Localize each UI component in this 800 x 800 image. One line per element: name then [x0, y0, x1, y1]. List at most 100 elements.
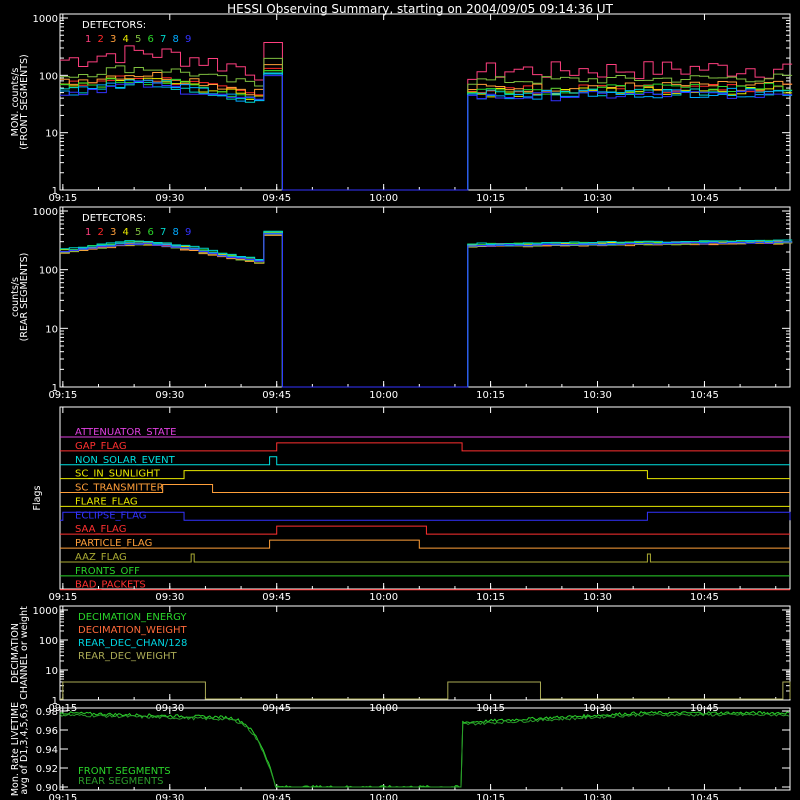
series-line-detector-7 — [60, 230, 793, 388]
y-tick-label: 0.96 — [36, 726, 58, 737]
legend-title: DETECTORS: — [82, 213, 146, 224]
legend-item-front-segments: FRONT SEGMENTS — [78, 766, 171, 777]
x-tick-label: 10:00 — [369, 193, 398, 204]
x-tick-label: 10:30 — [583, 390, 612, 401]
y-tick-label: 1000 — [33, 14, 58, 25]
legend-item-detector-6: 6 — [148, 34, 154, 45]
x-tick-label: 09:15 — [48, 390, 77, 401]
series-line-detector-9 — [60, 75, 793, 191]
legend-item-detector-2: 2 — [98, 34, 104, 45]
x-tick-label: 10:45 — [690, 390, 719, 401]
panel-flags-frame — [59, 406, 791, 590]
flag-line-saa-flag — [60, 525, 790, 535]
legend-item-detector-1: 1 — [85, 227, 91, 238]
legend-item-detector-5: 5 — [135, 34, 141, 45]
y-tick-label: 1000 — [33, 207, 58, 218]
series-line-detector-8 — [60, 73, 793, 191]
x-tick-label: 09:30 — [155, 793, 184, 800]
series-line-detector-9 — [60, 233, 793, 388]
y-axis-label: avg of D1,3,4,5,6,9 — [19, 703, 30, 794]
y-axis-label: DECIMATION — [10, 623, 21, 683]
y-tick-label: 100 — [39, 636, 58, 647]
panel-decim: 09:15 09:30 09:45 10:00 10:15 10:30 10:45DECIM… — [10, 605, 791, 714]
x-tick-label: 10:00 — [369, 390, 398, 401]
y-tick-label: 0.92 — [36, 764, 58, 775]
series-line-detector-1 — [60, 232, 793, 388]
panel-livetime-frame — [59, 707, 791, 791]
flag-label-aaz-flag: AAZ_FLAG — [75, 552, 127, 563]
x-tick-label: 09:30 — [155, 390, 184, 401]
x-tick-label: 09:15 — [48, 193, 77, 204]
flag-label-fronts-off: FRONTS_OFF — [75, 566, 140, 577]
y-axis-label: MON. counts/s — [10, 68, 21, 137]
x-tick-label: 09:15 — [48, 793, 77, 800]
legend-item-detector-7: 7 — [160, 227, 166, 238]
x-tick-label: 10:00 — [369, 592, 398, 603]
x-tick-label: 10:30 — [583, 793, 612, 800]
panel-livetime: 09:15 09:30 09:45 10:00 10:15 10:30 10:45 Mon. … — [10, 702, 791, 800]
panel-decim-frame — [59, 605, 791, 701]
series-line-detector-3 — [60, 64, 793, 191]
y-tick-label: 10 — [45, 324, 58, 335]
series-line-detector-4 — [60, 232, 793, 388]
x-tick-label: 10:30 — [583, 193, 612, 204]
x-tick-label: 10:45 — [690, 193, 719, 204]
series-line-detector-8 — [60, 232, 793, 388]
y-tick-label: 0.94 — [36, 745, 58, 756]
series-line-detector-6 — [60, 231, 793, 388]
flag-label-non-solar-event: NON_SOLAR_EVENT — [75, 455, 176, 466]
flag-line-eclipse-flag — [60, 511, 791, 521]
y-tick-label: 10 — [45, 129, 58, 140]
legend-item-detector-4: 4 — [123, 34, 129, 45]
x-tick-label: 10:30 — [583, 592, 612, 603]
y-tick-label: 100 — [39, 266, 58, 277]
series-line-detector-5 — [60, 234, 793, 388]
x-tick-label: 09:45 — [262, 793, 291, 800]
y-tick-label: 1 — [52, 696, 58, 707]
flag-label-particle-flag: PARTICLE_FLAG — [75, 538, 152, 549]
y-tick-label: 1 — [52, 186, 58, 197]
flag-label-eclipse-flag: ECLIPSE_FLAG — [75, 510, 146, 521]
legend-item-detector-6: 6 — [148, 227, 154, 238]
y-tick-label: 1 — [52, 383, 58, 394]
legend-item-detector-1: 1 — [85, 34, 91, 45]
x-tick-label: 10:15 — [476, 793, 505, 800]
y-axis-label: (FRONT SEGMENTS) — [19, 54, 30, 149]
legend-item-rear-dec-weight: REAR_DEC_WEIGHT — [78, 651, 177, 662]
legend-item-decimation-weight: DECIMATION_WEIGHT — [78, 625, 187, 636]
y-axis-label: counts/s — [10, 277, 21, 317]
legend-item-decimation-energy: DECIMATION_ENERGY — [78, 612, 187, 623]
flag-label-saa-flag: SAA_FLAG — [75, 524, 126, 535]
x-tick-label: 09:15 — [48, 592, 77, 603]
x-tick-label: 09:45 — [262, 390, 291, 401]
x-tick-label: 10:15 — [476, 592, 505, 603]
legend-item-detector-3: 3 — [110, 34, 116, 45]
legend-title: DETECTORS: — [82, 20, 146, 31]
series-line-detector-1 — [60, 41, 793, 191]
flag-line-gap-flag — [60, 442, 790, 452]
panel-front-frame — [59, 13, 791, 191]
legend-item-detector-5: 5 — [135, 227, 141, 238]
panel-rear: 09:15 09:30 09:45 10:00 10:15 10:30 10:45 count… — [10, 206, 793, 401]
legend-item-detector-8: 8 — [173, 227, 179, 238]
series-line-detector-2 — [60, 233, 793, 388]
y-tick-label: 0.90 — [36, 783, 58, 794]
legend-item-detector-7: 7 — [160, 34, 166, 45]
legend-item-rear-segments: REAR SEGMENTS — [78, 776, 164, 787]
x-tick-label: 09:30 — [155, 193, 184, 204]
legend-item-detector-4: 4 — [123, 227, 129, 238]
panel-rear-frame — [59, 206, 791, 388]
flag-label-flare-flag: FLARE_FLAG — [75, 496, 138, 507]
legend-item-detector-8: 8 — [173, 34, 179, 45]
legend-item-detector-9: 9 — [185, 34, 191, 45]
x-tick-label: 10:45 — [690, 592, 719, 603]
flag-label-bad-packets: BAD_PACKETS — [75, 580, 146, 591]
flag-line-sc-in-sunlight — [60, 470, 790, 480]
flag-label-attenuator-state: ATTENUATOR_STATE — [75, 427, 176, 438]
y-axis-label: Flags — [32, 485, 43, 510]
y-tick-label: 100 — [39, 71, 58, 82]
x-tick-label: 09:45 — [262, 193, 291, 204]
chart-title: HESSI Observing Summary, starting on 200… — [227, 2, 613, 16]
x-tick-label: 09:30 — [155, 592, 184, 603]
panel-flags: 09:15 09:30 09:45 10:00 10:15 10:30 10:45 Flags… — [32, 406, 791, 603]
